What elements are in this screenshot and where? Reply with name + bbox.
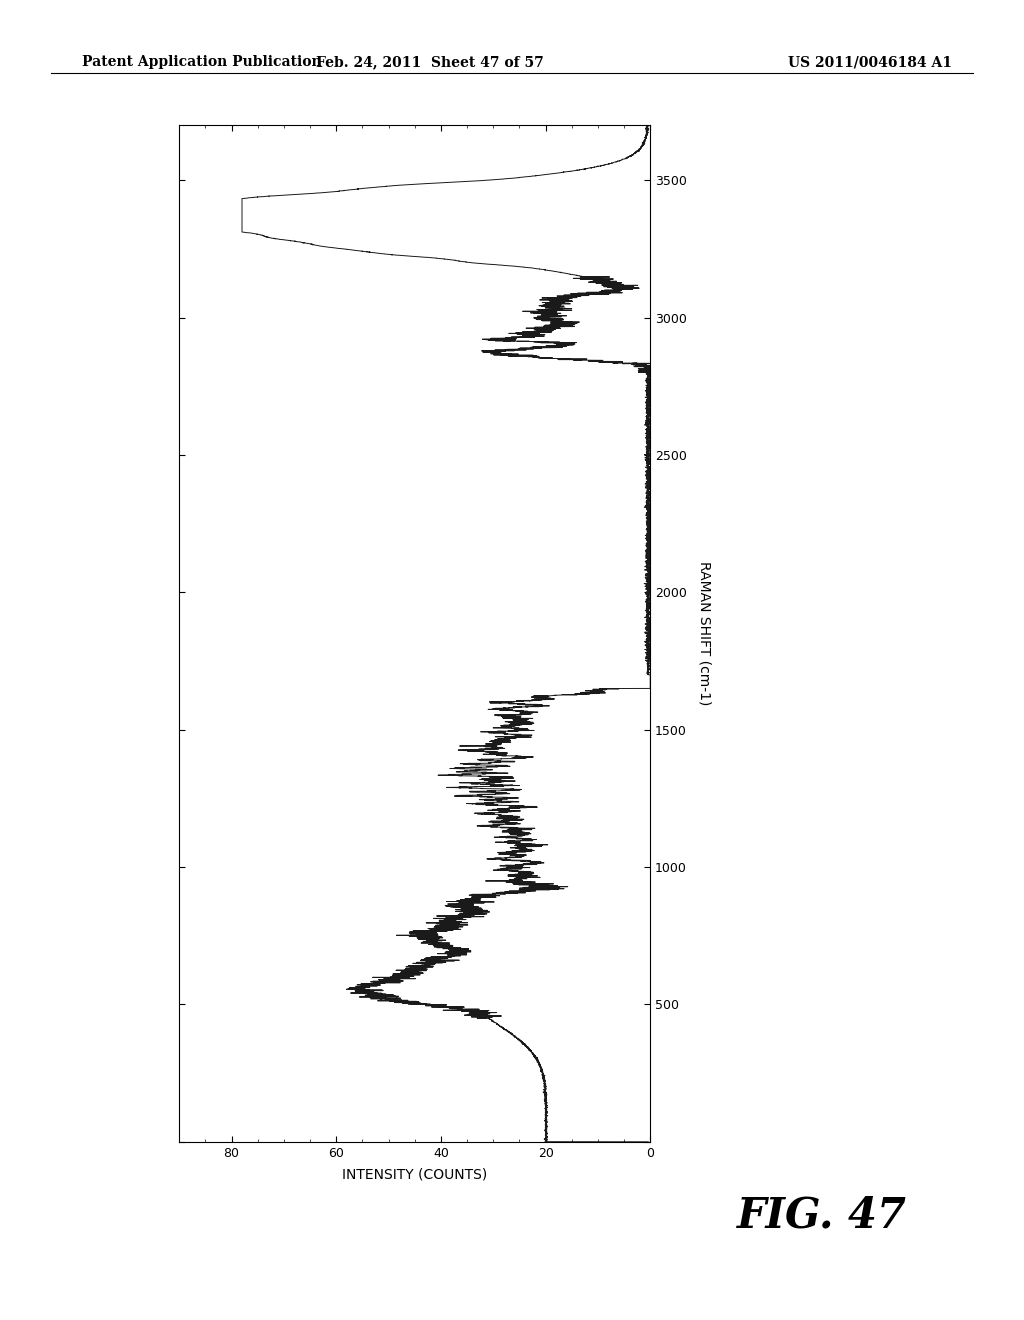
X-axis label: INTENSITY (COUNTS): INTENSITY (COUNTS) xyxy=(342,1168,487,1181)
Text: Patent Application Publication: Patent Application Publication xyxy=(82,55,322,70)
Text: US 2011/0046184 A1: US 2011/0046184 A1 xyxy=(788,55,952,70)
Text: FIG. 47: FIG. 47 xyxy=(737,1195,907,1237)
Y-axis label: RAMAN SHIFT (cm-1): RAMAN SHIFT (cm-1) xyxy=(698,561,712,706)
Text: Feb. 24, 2011  Sheet 47 of 57: Feb. 24, 2011 Sheet 47 of 57 xyxy=(316,55,544,70)
